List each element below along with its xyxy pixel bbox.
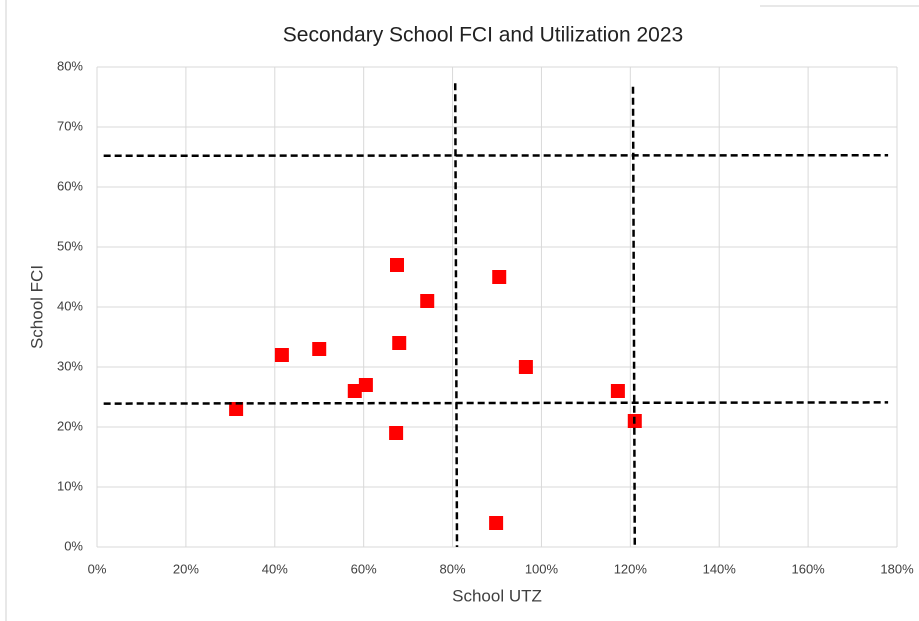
chart-title: Secondary School FCI and Utilization 202…	[283, 24, 683, 47]
data-point	[358, 378, 373, 392]
data-point	[420, 294, 435, 308]
data-point	[312, 342, 327, 356]
data-point	[610, 384, 625, 398]
data-point	[518, 360, 533, 374]
y-tick-label: 70%	[57, 118, 83, 133]
data-point	[347, 384, 362, 398]
x-tick-label: 100%	[525, 561, 559, 576]
data-point	[274, 348, 289, 362]
x-tick-label: 40%	[262, 561, 288, 576]
data-point	[392, 336, 407, 350]
y-tick-label: 50%	[57, 238, 83, 253]
reference-line	[453, 83, 459, 548]
data-point	[492, 270, 507, 284]
x-tick-label: 120%	[614, 561, 648, 576]
x-tick-label: 60%	[351, 561, 377, 576]
x-tick-label: 140%	[703, 561, 737, 576]
y-tick-label: 20%	[57, 418, 83, 433]
y-tick-label: 0%	[64, 538, 83, 553]
data-point	[489, 516, 504, 530]
y-tick-label: 60%	[57, 178, 83, 193]
x-tick-label: 160%	[791, 561, 825, 576]
x-tick-label: 180%	[880, 561, 914, 576]
data-point	[229, 402, 244, 416]
x-axis-title: School UTZ	[452, 586, 542, 605]
y-axis-title: School FCI	[27, 265, 46, 349]
y-tick-label: 40%	[57, 298, 83, 313]
x-tick-label: 0%	[88, 561, 107, 576]
reference-line	[631, 86, 637, 548]
data-point	[390, 258, 404, 272]
y-tick-label: 10%	[57, 478, 83, 493]
x-tick-label: 80%	[440, 561, 466, 576]
y-tick-label: 30%	[57, 358, 83, 373]
data-point	[389, 426, 404, 440]
reference-line	[103, 153, 889, 158]
reference-line	[103, 401, 889, 405]
y-tick-label: 80%	[57, 58, 83, 73]
x-tick-label: 20%	[173, 561, 199, 576]
